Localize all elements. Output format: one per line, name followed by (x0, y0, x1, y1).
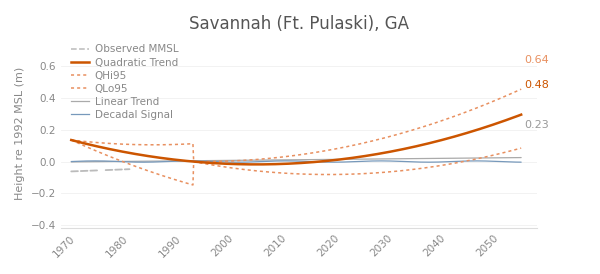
Title: Savannah (Ft. Pulaski), GA: Savannah (Ft. Pulaski), GA (189, 15, 409, 33)
Y-axis label: Height re 1992 MSL (m): Height re 1992 MSL (m) (15, 66, 25, 199)
Text: 0.64: 0.64 (524, 55, 548, 65)
Text: 0.48: 0.48 (524, 80, 548, 90)
Legend: Observed MMSL, Quadratic Trend, QHi95, QLo95, Linear Trend, Decadal Signal: Observed MMSL, Quadratic Trend, QHi95, Q… (71, 44, 178, 120)
Text: 0.23: 0.23 (524, 120, 548, 130)
